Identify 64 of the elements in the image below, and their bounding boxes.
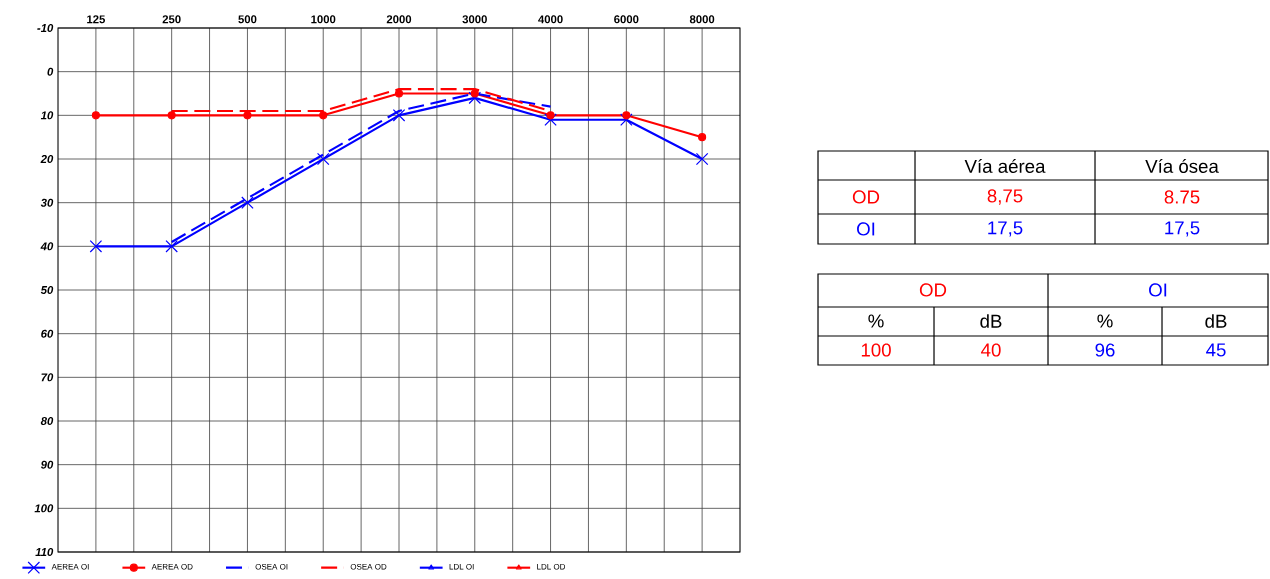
text: 17,5	[1165, 221, 1200, 237]
point	[89, 240, 103, 253]
text: 100	[861, 343, 891, 357]
y-tick-label: 90	[40, 460, 54, 469]
x-tick-label: 2000	[386, 15, 412, 24]
legend-label: OSEA OD	[350, 563, 387, 570]
point	[620, 113, 633, 126]
point	[544, 113, 557, 126]
point	[243, 111, 252, 120]
text: 17,5	[988, 221, 1023, 237]
text: 8,75	[987, 189, 1023, 205]
y-tick-label: 0	[47, 67, 54, 76]
x-tick-label: 1000	[311, 15, 336, 24]
text: 8.75	[1164, 190, 1200, 204]
y-tick-label: 10	[40, 111, 54, 120]
point	[316, 152, 330, 166]
text: 40	[981, 343, 1001, 357]
point	[91, 111, 100, 120]
x-tick-label: 250	[162, 15, 181, 24]
y-tick-label: 110	[35, 548, 54, 557]
y-tick-label: 100	[34, 504, 54, 513]
y-tick-label: 40	[40, 242, 54, 251]
text: 96	[1095, 343, 1115, 357]
legend-label: AEREA OD	[151, 563, 193, 570]
point	[241, 196, 254, 209]
point	[394, 89, 404, 98]
text: %	[1097, 314, 1113, 328]
text: Vía ósea	[1145, 159, 1219, 173]
text: 45	[1206, 343, 1226, 357]
x-tick-label: 4000	[538, 15, 563, 24]
y-tick-label: 80	[40, 417, 54, 426]
text: Vía aérea	[964, 159, 1046, 173]
legend-label: OSEA OI	[255, 563, 288, 570]
text: %	[868, 314, 884, 328]
text: dB	[980, 314, 1002, 328]
text: dB	[1205, 314, 1227, 328]
text: OD	[852, 190, 880, 204]
y-tick-label: 60	[41, 329, 54, 338]
x-tick-label: 8000	[689, 15, 715, 24]
y-tick-label: -10	[37, 24, 54, 33]
legend-label: AEREA OI	[51, 563, 89, 570]
point	[468, 91, 482, 105]
text: OD	[919, 283, 947, 297]
point	[695, 152, 709, 166]
x-tick-label: 500	[238, 15, 257, 24]
point	[546, 111, 555, 120]
x-tick-label: 3000	[462, 15, 487, 24]
point	[319, 111, 328, 120]
point	[470, 89, 479, 98]
y-tick-label: 70	[41, 373, 54, 382]
point	[698, 133, 707, 142]
text: OI	[857, 222, 875, 236]
point	[622, 111, 631, 120]
point	[165, 240, 178, 253]
y-tick-label: 30	[40, 198, 54, 207]
text: OI	[1149, 283, 1167, 297]
legend-label: LDL OD	[537, 563, 566, 570]
x-tick-label: 125	[87, 15, 106, 24]
point	[392, 109, 406, 122]
legend-label: LDL OI	[449, 563, 474, 570]
x-tick-label: 6000	[614, 15, 639, 24]
y-tick-label: 20	[40, 155, 54, 164]
y-tick-label: 50	[40, 286, 54, 295]
point	[167, 111, 176, 120]
